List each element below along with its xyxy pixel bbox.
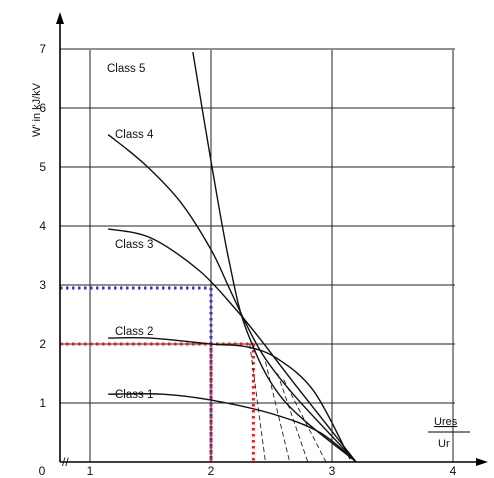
y-tick-label: 6 <box>39 101 46 115</box>
series-label: Class 2 <box>115 326 153 338</box>
curve-class-2 <box>108 336 351 460</box>
x-tick-label: 4 <box>450 464 457 478</box>
x-axis-arrow <box>476 458 488 466</box>
y-tick-label: 3 <box>39 278 46 292</box>
axis-break: // <box>62 455 69 469</box>
dashed-extension-1 <box>265 361 291 463</box>
grid <box>60 48 455 462</box>
y-axis-label: W' in kJ/kV <box>31 82 43 137</box>
x-axis-label-bottom: Ur <box>438 438 450 450</box>
dashed-extensions <box>249 343 327 463</box>
x-tick-label: 0 <box>39 464 46 478</box>
y-axis-arrow <box>56 12 64 24</box>
y-tick-label: 7 <box>39 42 46 56</box>
y-tick-label: 4 <box>39 219 46 233</box>
series-label: Class 1 <box>115 389 153 401</box>
reference-lines <box>60 286 255 462</box>
curve-class-5 <box>192 51 357 463</box>
x-axis-label-top: Ures <box>434 416 458 428</box>
x-tick-label: 2 <box>208 464 215 478</box>
series-label: Class 4 <box>115 129 154 141</box>
dashed-extension-0 <box>249 343 266 463</box>
series-label: Class 5 <box>107 63 145 75</box>
tick-labels: 1 2 3 4 5 6 7 0 1 2 3 4 <box>39 42 457 478</box>
curve-class-1 <box>108 393 357 463</box>
y-tick-label: 5 <box>39 160 46 174</box>
series-labels: Class 1 Class 2 Class 3 Class 4 Class 5 <box>107 63 154 401</box>
curve-class-3 <box>108 228 357 463</box>
y-tick-label: 2 <box>39 337 46 351</box>
series-curves <box>107 51 357 463</box>
x-tick-label: 1 <box>87 464 94 478</box>
curve-class-4 <box>107 134 357 463</box>
axes <box>56 12 488 466</box>
series-label: Class 3 <box>115 239 153 251</box>
x-tick-label: 3 <box>329 464 336 478</box>
y-tick-label: 1 <box>39 396 46 410</box>
